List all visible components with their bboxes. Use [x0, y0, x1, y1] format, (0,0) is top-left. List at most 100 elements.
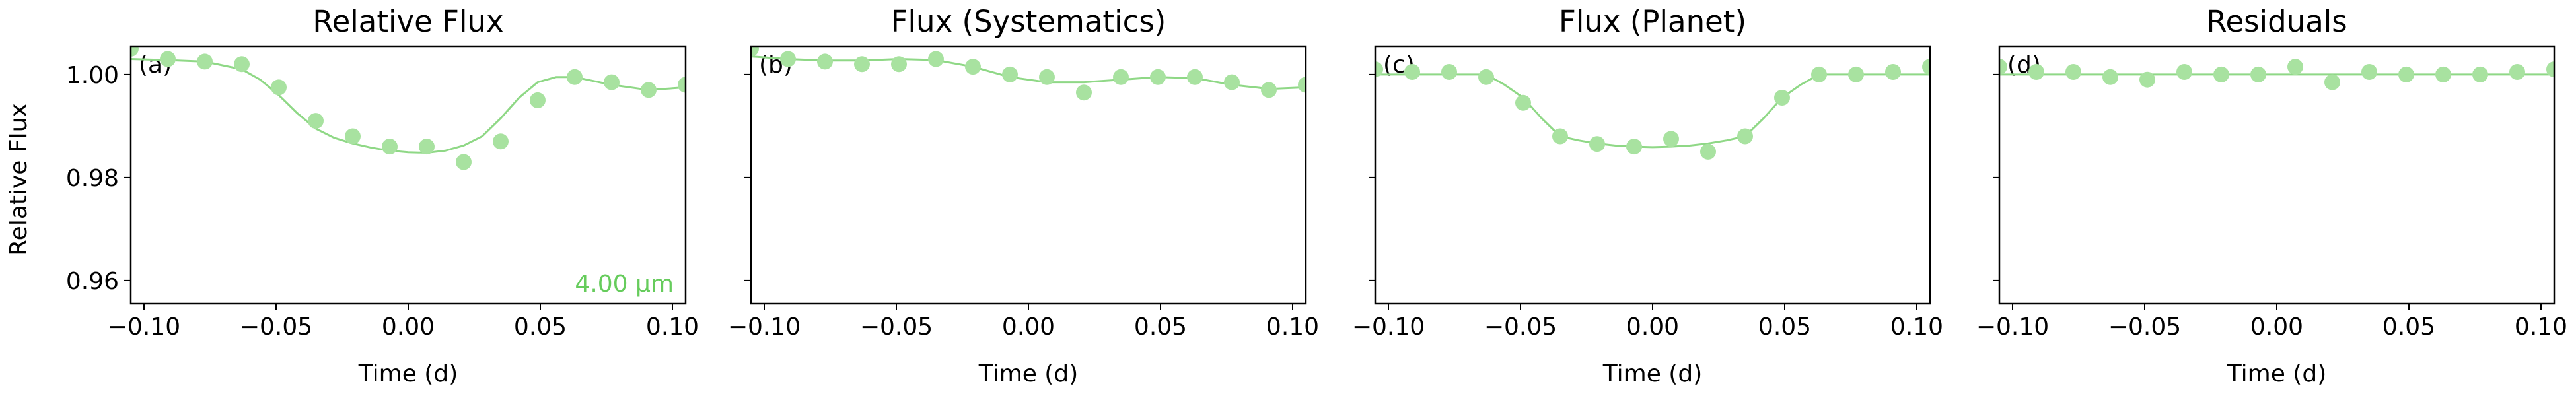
x-tick-label: 0.00	[382, 314, 435, 341]
data-point	[854, 56, 870, 73]
x-axis-label: Time (d)	[1602, 360, 1703, 387]
data-point	[1187, 69, 1203, 85]
data-point	[1261, 82, 1277, 98]
data-point	[641, 82, 657, 98]
data-point	[1626, 139, 1642, 155]
data-point	[345, 128, 361, 145]
plot-frame	[129, 45, 687, 305]
x-tick-label: 0.05	[514, 314, 567, 341]
panel-title: Flux (Planet)	[1559, 4, 1746, 39]
data-point	[2250, 66, 2266, 82]
data-point	[308, 113, 324, 129]
x-tick-label: 0.05	[2382, 314, 2435, 341]
data-point	[1848, 66, 1864, 82]
data-point	[1811, 66, 1827, 82]
plot-data	[1375, 59, 1930, 160]
panel-title: Residuals	[2206, 4, 2347, 39]
plot-frame	[1374, 45, 1931, 305]
data-point	[2102, 69, 2118, 85]
data-point	[1885, 64, 1901, 80]
panel-flux-planet: Flux (Planet) (c) Time (d) −0.10 −0.05 0.0…	[1352, 4, 1943, 387]
panel-residuals: Residuals (d) Time (d) −0.10 −0.05 0.00 0.0…	[1976, 4, 2567, 387]
data-point	[891, 56, 907, 73]
data-point	[382, 139, 398, 155]
data-point	[2028, 64, 2044, 80]
data-point	[2139, 71, 2155, 88]
data-point	[234, 56, 250, 73]
data-point	[1737, 128, 1753, 145]
data-point	[131, 46, 139, 57]
data-point	[928, 51, 944, 67]
data-point	[1700, 143, 1716, 160]
data-point	[2398, 66, 2414, 82]
data-point	[493, 133, 509, 150]
x-axis-label: Time (d)	[358, 360, 458, 387]
plot-frame	[1998, 45, 2556, 305]
data-point	[751, 46, 759, 57]
x-tick-label: 0.00	[1626, 314, 1679, 341]
x-tick-label: 0.00	[1002, 314, 1055, 341]
plot-frame	[750, 45, 1307, 305]
data-point	[1375, 61, 1383, 78]
x-axis-label: Time (d)	[2227, 360, 2327, 387]
x-tick-label: −0.10	[108, 314, 180, 341]
data-point	[1113, 69, 1129, 85]
x-axis-label: Time (d)	[978, 360, 1079, 387]
data-point	[604, 74, 620, 90]
plot-data	[751, 46, 1306, 101]
data-point	[1999, 59, 2007, 75]
data-point	[1002, 66, 1018, 82]
data-point	[1150, 69, 1166, 85]
data-point	[1922, 59, 1930, 75]
x-tick-label: 0.10	[1890, 314, 1943, 341]
panel-title: Relative Flux	[312, 4, 503, 39]
data-point	[1552, 128, 1568, 145]
y-axis-label: Relative Flux	[5, 103, 32, 255]
data-point	[965, 59, 981, 75]
data-point	[1039, 69, 1055, 85]
data-point	[1441, 64, 1457, 80]
x-tick-label: −0.05	[1484, 314, 1557, 341]
data-point	[1076, 84, 1092, 101]
data-point	[2509, 64, 2525, 80]
x-tick-label: 0.10	[2515, 314, 2567, 341]
panel-flux-systematics: Flux (Systematics) (b) Time (d) −0.10 −0.…	[728, 4, 1319, 387]
data-point	[1663, 131, 1679, 147]
data-point	[1404, 64, 1420, 80]
data-point	[2472, 66, 2488, 82]
x-tick-label: 0.10	[646, 314, 699, 341]
data-point	[2176, 64, 2192, 80]
wavelength-annotation: 4.00 μm	[575, 271, 674, 298]
data-point	[2287, 59, 2303, 75]
data-point	[1589, 136, 1605, 152]
y-tick-label: 0.96	[66, 268, 119, 295]
data-point	[1774, 90, 1790, 106]
x-tick-label: −0.05	[2108, 314, 2181, 341]
data-point	[780, 51, 796, 67]
x-tick-label: 0.05	[1758, 314, 1811, 341]
panel-title: Flux (Systematics)	[891, 4, 1166, 39]
data-point	[1298, 77, 1306, 93]
data-point	[530, 92, 546, 108]
data-point	[271, 79, 287, 96]
data-point	[678, 77, 686, 93]
x-tick-label: −0.05	[860, 314, 933, 341]
data-point	[567, 69, 583, 85]
data-point	[2324, 74, 2340, 90]
data-point	[1224, 74, 1240, 90]
data-point	[817, 53, 833, 70]
data-point	[2213, 66, 2229, 82]
y-tick-label: 0.98	[66, 165, 119, 192]
data-point	[419, 139, 435, 155]
x-tick-label: −0.10	[1976, 314, 2049, 341]
plot-data	[131, 46, 686, 170]
x-tick-label: −0.05	[240, 314, 312, 341]
data-point	[1515, 94, 1531, 111]
data-point	[2065, 64, 2081, 80]
x-tick-label: −0.10	[728, 314, 801, 341]
x-tick-label: −0.10	[1352, 314, 1425, 341]
data-point	[2361, 64, 2377, 80]
x-tick-label: 0.10	[1266, 314, 1319, 341]
data-point	[1478, 69, 1494, 85]
data-point	[2435, 66, 2451, 82]
